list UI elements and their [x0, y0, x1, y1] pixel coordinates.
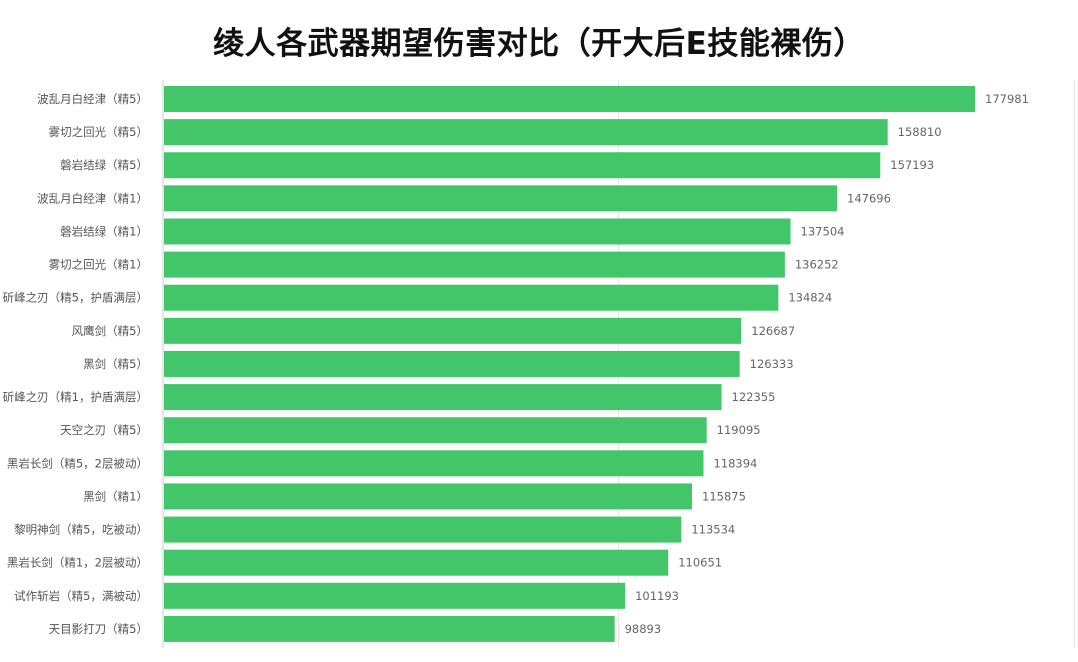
- value-label: 158810: [898, 125, 942, 139]
- value-label: 177981: [985, 92, 1029, 106]
- value-label: 115875: [702, 489, 746, 503]
- value-label: 136252: [795, 258, 839, 272]
- value-label: 118394: [713, 456, 757, 470]
- bar: [164, 350, 740, 377]
- bar: [164, 119, 888, 146]
- value-label: 137504: [801, 224, 845, 238]
- bar: [164, 450, 704, 477]
- category-label: 天目影打刀（精5）: [49, 622, 148, 636]
- value-label: 134824: [788, 291, 832, 305]
- category-label: 黎明神剑（精5，吃被动）: [14, 523, 148, 537]
- chart-title: 绫人各武器期望伤害对比（开大后E技能裸伤）: [213, 26, 865, 62]
- value-label: 157193: [890, 158, 934, 172]
- category-label: 斫峰之刃（精1，护盾满层）: [3, 390, 148, 404]
- bar: [164, 582, 626, 609]
- category-label: 斫峰之刃（精5，护盾满层）: [3, 291, 148, 305]
- category-label: 雾切之回光（精1）: [49, 258, 148, 272]
- bars: [164, 86, 975, 642]
- labels: 波乱月白经津（精5） 177981 雾切之回光（精5） 158810 磐岩结绿（精5） 1…: [3, 92, 1029, 636]
- bar: [164, 549, 669, 576]
- category-label: 黑岩长剑（精1，2层被动）: [7, 556, 148, 570]
- category-label: 天空之刃（精5）: [60, 423, 148, 437]
- bar: [164, 152, 881, 179]
- category-label: 磐岩结绿（精5）: [60, 158, 148, 172]
- category-label: 试作斩岩（精5，满被动）: [14, 589, 148, 603]
- category-label: 黑剑（精5）: [83, 357, 148, 371]
- value-label: 147696: [847, 191, 891, 205]
- value-label: 98893: [625, 622, 662, 636]
- bar: [164, 317, 742, 344]
- category-label: 雾切之回光（精5）: [49, 125, 148, 139]
- value-label: 119095: [717, 423, 761, 437]
- bar: [164, 615, 615, 642]
- value-label: 113534: [691, 523, 735, 537]
- category-label: 波乱月白经津（精5）: [37, 92, 148, 106]
- category-label: 波乱月白经津（精1）: [37, 191, 148, 205]
- category-label: 黑剑（精1）: [83, 489, 148, 503]
- bar: [164, 185, 838, 212]
- bar: [164, 86, 975, 112]
- bar: [164, 417, 707, 444]
- bar: [164, 251, 785, 278]
- category-label: 磐岩结绿（精1）: [60, 224, 148, 238]
- bar: [164, 384, 722, 411]
- category-label: 风鹰剑（精5）: [72, 324, 148, 338]
- value-label: 126333: [750, 357, 794, 371]
- value-label: 101193: [635, 589, 679, 603]
- value-label: 110651: [678, 556, 722, 570]
- bar: [164, 218, 791, 245]
- bar: [164, 284, 779, 311]
- value-label: 126687: [751, 324, 795, 338]
- value-label: 122355: [732, 390, 776, 404]
- bar: [164, 483, 693, 510]
- bar: [164, 516, 682, 543]
- category-label: 黑岩长剑（精5，2层被动）: [7, 456, 148, 470]
